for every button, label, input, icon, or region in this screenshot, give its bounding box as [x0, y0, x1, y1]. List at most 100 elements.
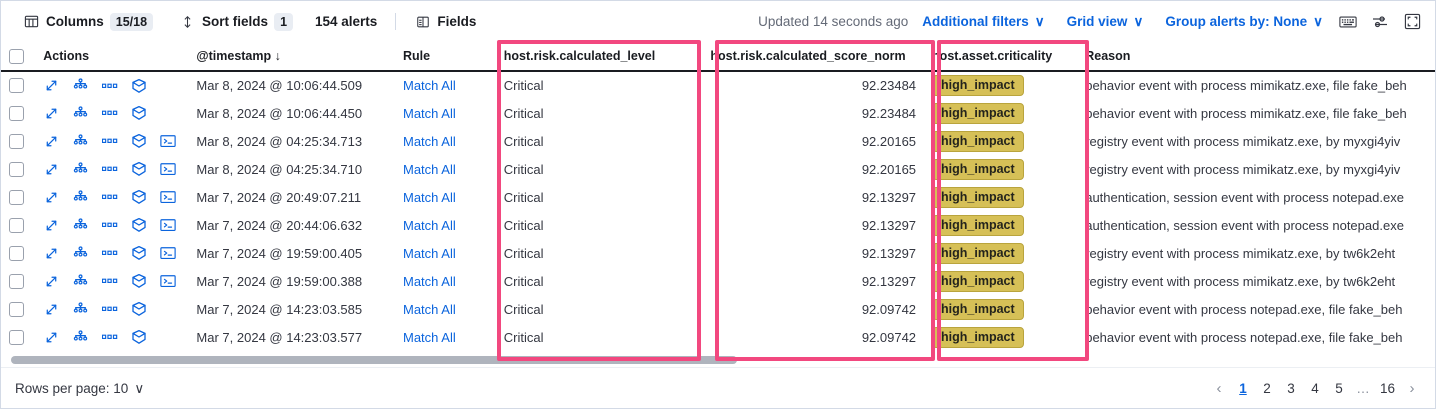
sort-fields-button[interactable]: Sort fields 1 — [173, 10, 299, 34]
analyzer-icon[interactable] — [72, 189, 89, 206]
fields-button[interactable]: Fields — [408, 10, 482, 33]
terminal-icon[interactable] — [159, 133, 176, 150]
alerts-grid-scroll-container[interactable]: Actions @timestamp ↓ Rule host.risk.calc… — [1, 42, 1435, 357]
expand-icon[interactable] — [43, 77, 60, 94]
pagination-prev[interactable]: ‹ — [1216, 380, 1222, 397]
fullscreen-icon[interactable] — [1399, 9, 1425, 35]
rule-link[interactable]: Match All — [403, 273, 456, 289]
expand-icon[interactable] — [43, 133, 60, 150]
columns-button[interactable]: Columns 15/18 — [17, 10, 159, 34]
row-select-checkbox[interactable] — [9, 273, 24, 289]
session-cube-icon[interactable] — [130, 217, 147, 234]
session-cube-icon[interactable] — [130, 161, 147, 178]
header-host-risk-calculated-level[interactable]: host.risk.calculated_level — [495, 42, 703, 72]
table-row[interactable]: Mar 7, 2024 @ 14:23:03.577 Match All Criti… — [1, 323, 1435, 351]
expand-icon[interactable] — [43, 301, 60, 318]
table-row[interactable]: Mar 7, 2024 @ 20:44:06.632 Match All Criti… — [1, 211, 1435, 239]
session-cube-icon[interactable] — [130, 189, 147, 206]
row-select-checkbox[interactable] — [9, 301, 24, 317]
table-row[interactable]: Mar 8, 2024 @ 10:06:44.450 Match All Criti… — [1, 99, 1435, 127]
table-row[interactable]: Mar 7, 2024 @ 14:23:03.585 Match All Criti… — [1, 295, 1435, 323]
pagination-page-3[interactable]: 3 — [1287, 381, 1295, 396]
terminal-icon[interactable] — [159, 189, 176, 206]
session-cube-icon[interactable] — [130, 133, 147, 150]
horizontal-scrollbar[interactable] — [1, 353, 1435, 367]
grid-view-button[interactable]: Grid view ∨ — [1061, 11, 1150, 33]
row-select-checkbox[interactable] — [9, 133, 24, 149]
session-cube-icon[interactable] — [130, 273, 147, 290]
expand-icon[interactable] — [43, 189, 60, 206]
table-row[interactable]: Mar 8, 2024 @ 04:25:34.710 Match All Criti… — [1, 155, 1435, 183]
table-row[interactable]: Mar 8, 2024 @ 04:25:34.713 Match All Criti… — [1, 127, 1435, 155]
expand-icon[interactable] — [43, 217, 60, 234]
expand-icon[interactable] — [43, 329, 60, 346]
table-row[interactable]: Mar 7, 2024 @ 19:59:00.388 Match All Criti… — [1, 267, 1435, 295]
pagination-page-1[interactable]: 1 — [1239, 381, 1247, 396]
analyzer-icon[interactable] — [72, 161, 89, 178]
analyzer-icon[interactable] — [72, 217, 89, 234]
more-actions-icon[interactable] — [101, 133, 118, 150]
more-actions-icon[interactable] — [101, 217, 118, 234]
analyzer-icon[interactable] — [72, 105, 89, 122]
pagination-page-2[interactable]: 2 — [1263, 381, 1271, 396]
terminal-icon[interactable] — [159, 245, 176, 262]
rule-link[interactable]: Match All — [403, 105, 456, 121]
more-actions-icon[interactable] — [101, 245, 118, 262]
select-all-checkbox[interactable] — [9, 48, 24, 64]
row-select-checkbox[interactable] — [9, 105, 24, 121]
more-actions-icon[interactable] — [101, 77, 118, 94]
pagination-page-5[interactable]: 5 — [1335, 381, 1343, 396]
horizontal-scrollbar-thumb[interactable] — [11, 356, 737, 364]
rule-link[interactable]: Match All — [403, 245, 456, 261]
header-reason[interactable]: Reason — [1077, 42, 1435, 72]
more-actions-icon[interactable] — [101, 161, 118, 178]
rule-link[interactable]: Match All — [403, 301, 456, 317]
more-actions-icon[interactable] — [101, 301, 118, 318]
rule-link[interactable]: Match All — [403, 161, 456, 177]
additional-filters-button[interactable]: Additional filters ∨ — [916, 11, 1050, 33]
more-actions-icon[interactable] — [101, 105, 118, 122]
session-cube-icon[interactable] — [130, 105, 147, 122]
display-settings-icon[interactable] — [1367, 9, 1393, 35]
expand-icon[interactable] — [43, 273, 60, 290]
analyzer-icon[interactable] — [72, 245, 89, 262]
header-host-risk-calculated-score-norm[interactable]: host.risk.calculated_score_norm — [702, 42, 925, 72]
rows-per-page-button[interactable]: Rows per page: 10 ∨ — [15, 381, 144, 397]
analyzer-icon[interactable] — [72, 329, 89, 346]
expand-icon[interactable] — [43, 245, 60, 262]
analyzer-icon[interactable] — [72, 77, 89, 94]
header-host-asset-criticality[interactable]: host.asset.criticality — [924, 42, 1078, 72]
analyzer-icon[interactable] — [72, 273, 89, 290]
more-actions-icon[interactable] — [101, 273, 118, 290]
analyzer-icon[interactable] — [72, 133, 89, 150]
session-cube-icon[interactable] — [130, 329, 147, 346]
pagination-next[interactable]: › — [1409, 380, 1415, 397]
terminal-icon[interactable] — [159, 273, 176, 290]
more-actions-icon[interactable] — [101, 189, 118, 206]
row-select-checkbox[interactable] — [9, 189, 24, 205]
table-row[interactable]: Mar 8, 2024 @ 10:06:44.509 Match All Criti… — [1, 71, 1435, 99]
pagination-page-16[interactable]: 16 — [1379, 381, 1395, 396]
analyzer-icon[interactable] — [72, 301, 89, 318]
rule-link[interactable]: Match All — [403, 133, 456, 149]
header-timestamp[interactable]: @timestamp ↓ — [188, 42, 395, 72]
header-actions[interactable]: Actions — [35, 42, 189, 72]
row-select-checkbox[interactable] — [9, 78, 24, 93]
terminal-icon[interactable] — [159, 161, 176, 178]
expand-icon[interactable] — [43, 105, 60, 122]
rule-link[interactable]: Match All — [403, 78, 456, 93]
rule-link[interactable]: Match All — [403, 189, 456, 205]
pagination-page-4[interactable]: 4 — [1311, 381, 1319, 396]
group-alerts-by-button[interactable]: Group alerts by: None ∨ — [1159, 11, 1329, 33]
session-cube-icon[interactable] — [130, 245, 147, 262]
table-row[interactable]: Mar 7, 2024 @ 20:49:07.211 Match All Criti… — [1, 183, 1435, 211]
row-select-checkbox[interactable] — [9, 161, 24, 177]
header-rule[interactable]: Rule — [395, 42, 496, 72]
row-select-checkbox[interactable] — [9, 245, 24, 261]
expand-icon[interactable] — [43, 161, 60, 178]
more-actions-icon[interactable] — [101, 329, 118, 346]
terminal-icon[interactable] — [159, 217, 176, 234]
rule-link[interactable]: Match All — [403, 329, 456, 345]
session-cube-icon[interactable] — [130, 301, 147, 318]
table-row[interactable]: Mar 7, 2024 @ 19:59:00.405 Match All Criti… — [1, 239, 1435, 267]
